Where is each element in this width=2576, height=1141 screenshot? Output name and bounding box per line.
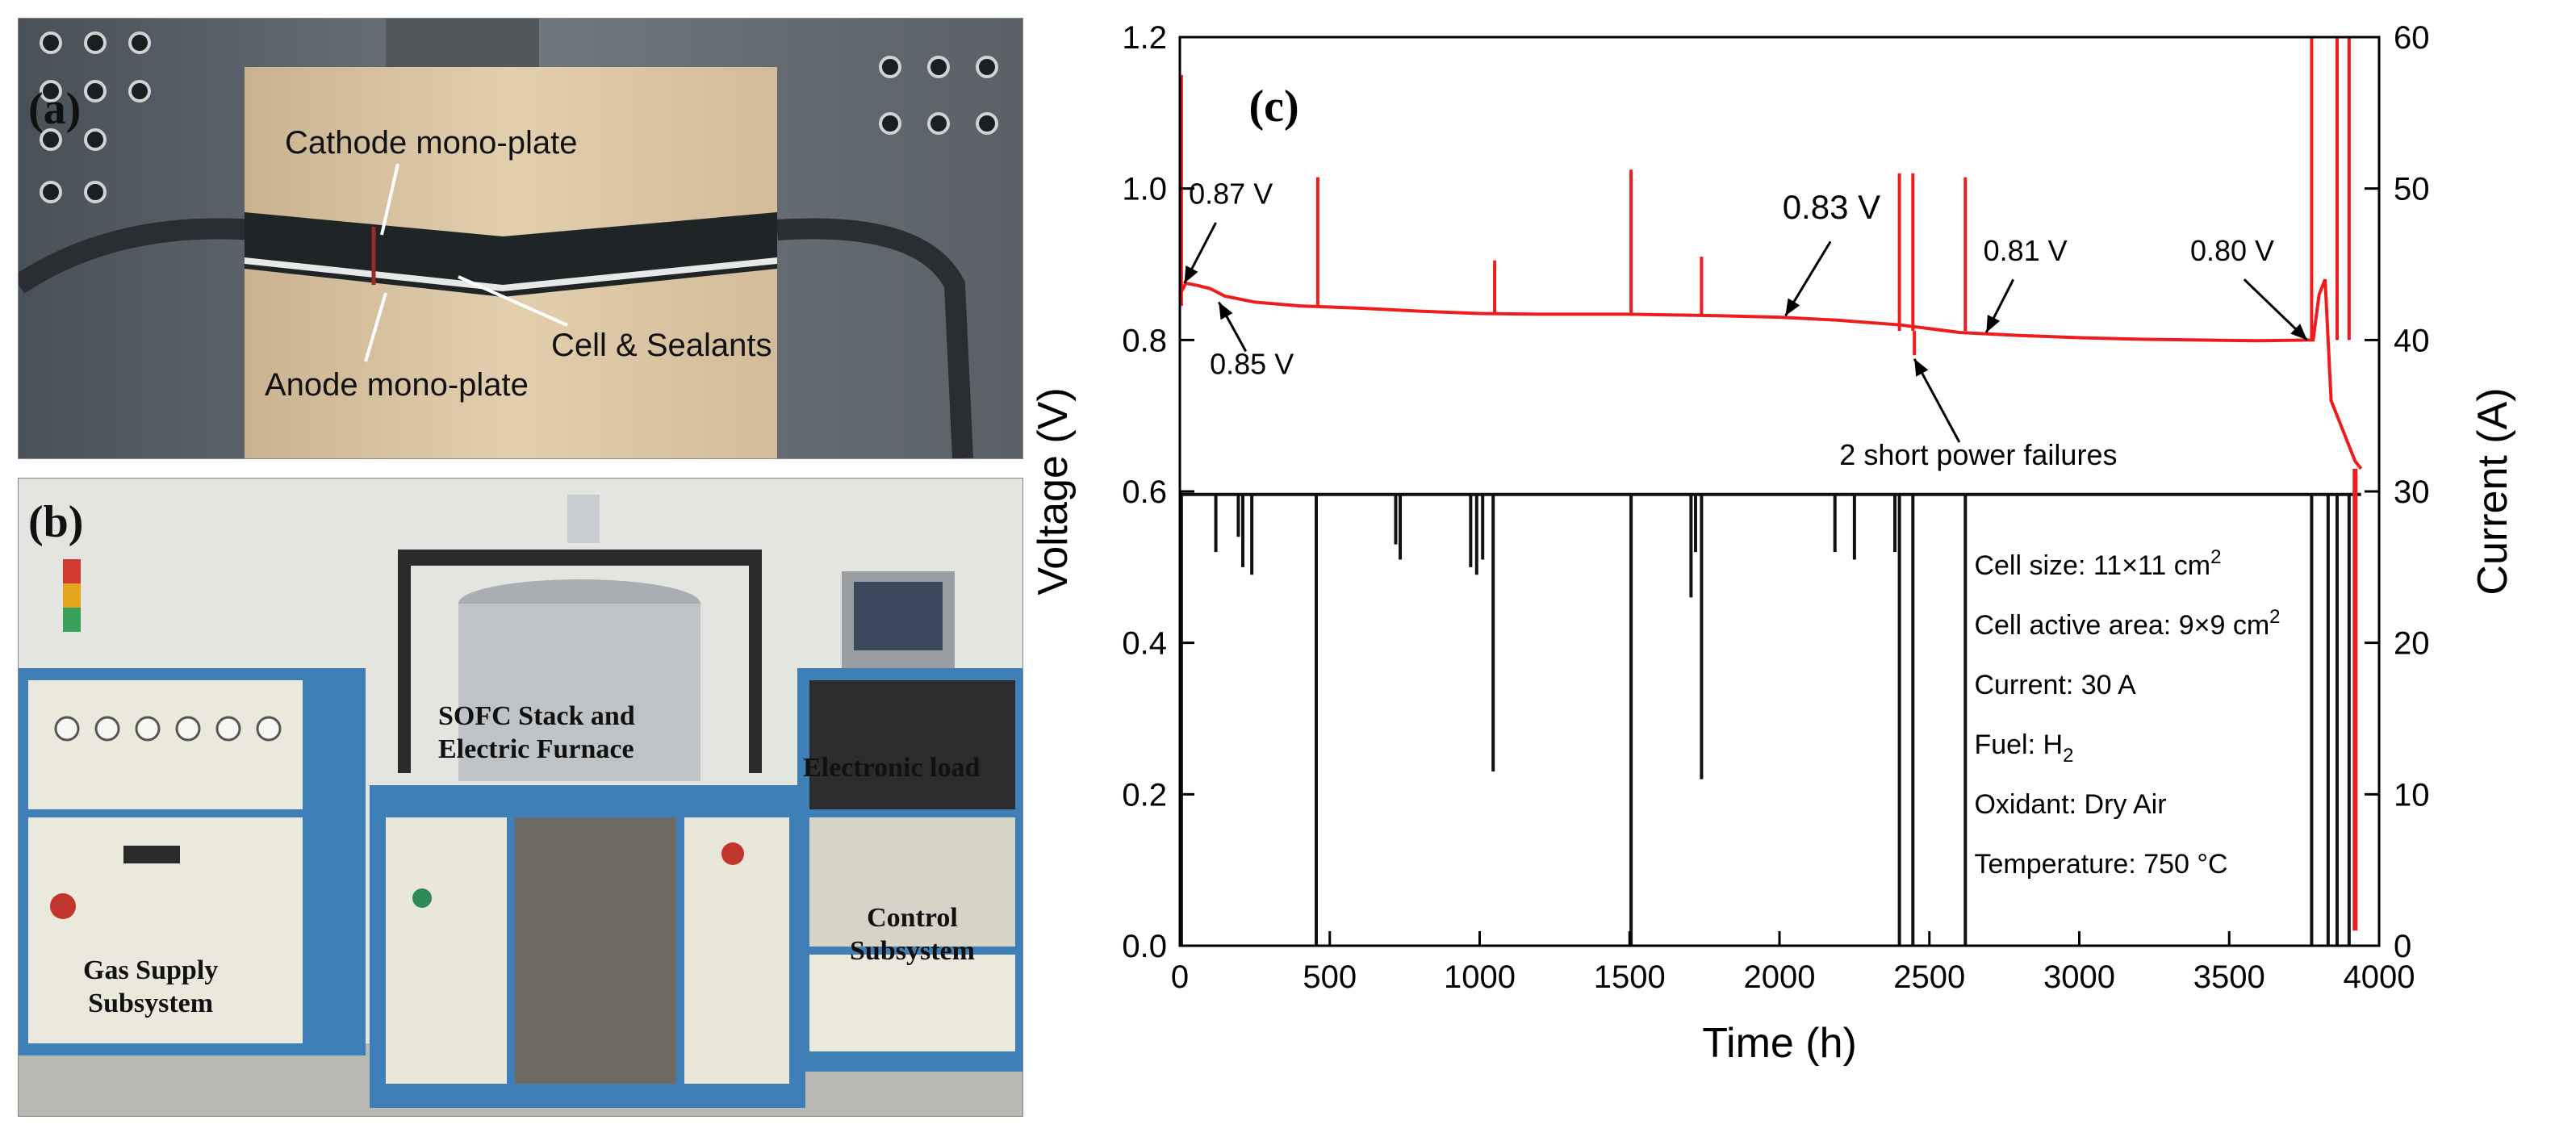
panel-a-arrows bbox=[364, 163, 568, 362]
arrow-081-head bbox=[1986, 315, 2001, 332]
y-axis-left-label: Voltage (V) bbox=[1030, 387, 1077, 595]
yr-tick-label-5: 50 bbox=[2394, 172, 2430, 207]
x-tick-label-2: 1000 bbox=[1444, 959, 1516, 995]
info-line-4: Oxidant: Dry Air bbox=[1974, 789, 2166, 820]
yr-tick-label-1: 10 bbox=[2394, 777, 2430, 813]
anode-label: Anode mono-plate bbox=[265, 367, 529, 403]
panel-b-label: (b) bbox=[28, 497, 84, 547]
photo-a-illustration bbox=[19, 19, 1022, 458]
yr-tick-label-4: 40 bbox=[2394, 323, 2430, 358]
x-tick-label-5: 2500 bbox=[1893, 959, 1965, 995]
photo-cell-assembly: (a) Cathode mono-plate Cell & Sealants A… bbox=[18, 18, 1023, 459]
arrow-power-failures-head bbox=[1914, 358, 1929, 377]
photo-b-illustration bbox=[19, 479, 1022, 1116]
x-tick-label-8: 4000 bbox=[2344, 959, 2415, 995]
arrow-080-head bbox=[2290, 324, 2307, 341]
yl-tick-label-6: 1.2 bbox=[1122, 20, 1167, 56]
panel-c-label: (c) bbox=[1248, 82, 1298, 132]
annot-080: 0.80 V bbox=[2190, 234, 2274, 267]
x-tick-label-3: 1500 bbox=[1594, 959, 1666, 995]
annot-power-failures: 2 short power failures bbox=[1839, 438, 2117, 471]
yr-tick-label-3: 30 bbox=[2394, 474, 2430, 510]
yl-tick-label-3: 0.6 bbox=[1122, 474, 1167, 510]
info-superscript-1: 2 bbox=[2269, 606, 2280, 628]
control-subsystem-label: Control Subsystem bbox=[850, 903, 975, 966]
info-line-0: Cell size: 11×11 cm2 bbox=[1974, 546, 2221, 581]
yr-tick-label-0: 0 bbox=[2394, 929, 2411, 964]
x-tick-label-1: 500 bbox=[1303, 959, 1357, 995]
panel-a-label: (a) bbox=[28, 84, 82, 134]
info-line-2: Current: 30 A bbox=[1974, 670, 2136, 700]
x-tick-label-7: 3500 bbox=[2193, 959, 2265, 995]
x-tick-label-4: 2000 bbox=[1744, 959, 1816, 995]
photo-test-station: (b) SOFC Stack and Electric Furnace Elec… bbox=[18, 478, 1023, 1117]
annot-087: 0.87 V bbox=[1189, 177, 1273, 210]
y-axis-right-label: Current (A) bbox=[2469, 387, 2516, 595]
cathode-label: Cathode mono-plate bbox=[285, 125, 578, 161]
x-tick-label-6: 3000 bbox=[2043, 959, 2115, 995]
yr-tick-label-2: 20 bbox=[2394, 626, 2430, 662]
yl-tick-label-0: 0.0 bbox=[1122, 929, 1167, 964]
voltage-line bbox=[1180, 278, 2363, 470]
electronic-load-label: Electronic load bbox=[803, 753, 981, 783]
chart-voltage-current: 0 500 1000 1500 2000 2500 3000 3500 40000.00.20.… bbox=[1030, 20, 2516, 1067]
arrow-085-head bbox=[1219, 302, 1233, 320]
yl-tick-label-2: 0.4 bbox=[1122, 626, 1167, 662]
yl-tick-label-4: 0.8 bbox=[1122, 323, 1167, 358]
info-line-3: Fuel: H2 bbox=[1974, 729, 2073, 767]
x-axis-label: Time (h) bbox=[1702, 1020, 1857, 1067]
info-subscript-3: 2 bbox=[2063, 745, 2073, 767]
annot-083: 0.83 V bbox=[1783, 188, 1880, 226]
arrow-083-head bbox=[1785, 298, 1800, 316]
x-tick-label-0: 0 bbox=[1171, 959, 1189, 995]
info-superscript-0: 2 bbox=[2210, 546, 2221, 568]
annot-085: 0.85 V bbox=[1210, 348, 1294, 381]
info-line-1: Cell active area: 9×9 cm2 bbox=[1974, 606, 2280, 641]
yl-tick-label-5: 1.0 bbox=[1122, 172, 1167, 207]
arrow-087-head bbox=[1184, 265, 1198, 283]
plot-frame bbox=[1178, 36, 2381, 947]
yl-tick-label-1: 0.2 bbox=[1122, 777, 1167, 813]
info-line-5: Temperature: 750 °C bbox=[1974, 849, 2227, 880]
yr-tick-label-6: 60 bbox=[2394, 20, 2430, 56]
gas-supply-label: Gas Supply Subsystem bbox=[83, 955, 219, 1018]
annot-081: 0.81 V bbox=[1984, 234, 2068, 267]
cell-sealants-label: Cell & Sealants bbox=[551, 328, 772, 363]
stack-furnace-label: SOFC Stack and Electric Furnace bbox=[438, 701, 635, 764]
